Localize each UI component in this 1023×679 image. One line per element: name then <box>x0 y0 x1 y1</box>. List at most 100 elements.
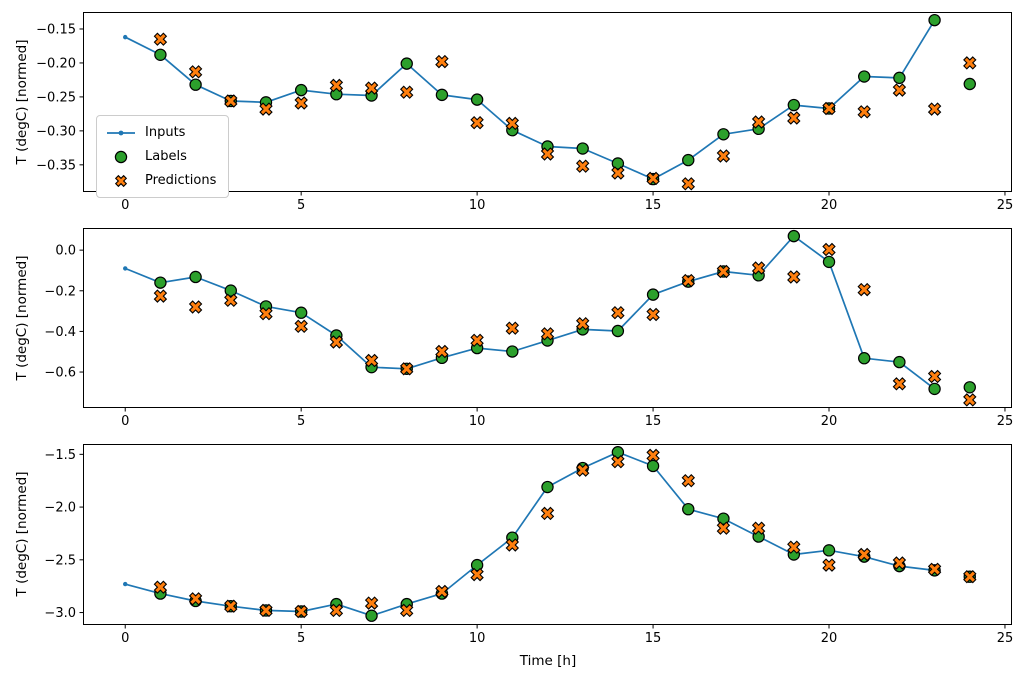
inputs-point <box>123 266 128 271</box>
prediction-point <box>399 85 414 99</box>
x-tick-label: 20 <box>821 414 838 429</box>
y-axis-label-subplot-3: T (degC) [normed] <box>14 471 30 597</box>
prediction-point <box>294 96 308 110</box>
prediction-point <box>505 116 520 131</box>
prediction-point <box>857 282 871 297</box>
prediction-point <box>224 293 238 308</box>
y-tick-label: −0.2 <box>44 284 76 299</box>
legend-item-inputs: Inputs <box>105 123 216 142</box>
prediction-point <box>646 448 660 463</box>
y-tick-label: −0.6 <box>44 366 76 381</box>
prediction-point <box>927 562 942 577</box>
label-point <box>541 480 554 494</box>
prediction-point <box>681 473 696 488</box>
prediction-point <box>681 273 696 288</box>
prediction-point <box>505 321 520 335</box>
x-tick-label: 15 <box>645 414 662 429</box>
prediction-point <box>364 81 379 95</box>
x-tick-label: 5 <box>297 198 305 213</box>
prediction-point <box>646 307 660 322</box>
label-point <box>787 98 801 112</box>
prediction-point <box>224 599 238 613</box>
inputs-line <box>124 235 936 390</box>
prediction-point <box>259 306 273 321</box>
prediction-point <box>927 102 942 116</box>
prediction-point <box>470 567 484 582</box>
prediction-point <box>259 102 273 116</box>
prediction-point <box>787 111 801 125</box>
x-tick-label: 20 <box>821 198 838 213</box>
prediction-point <box>470 333 484 348</box>
prediction-point <box>188 300 203 314</box>
label-point <box>646 288 660 301</box>
label-point <box>893 71 906 85</box>
prediction-point <box>540 147 555 161</box>
label-point <box>787 229 801 243</box>
prediction-point <box>927 369 942 384</box>
prediction-point <box>892 377 907 391</box>
x-tick-label: 0 <box>121 631 129 646</box>
label-point <box>717 512 730 525</box>
legend: Inputs Labels Predictions <box>96 115 230 198</box>
subplot-1: 0 5 10 15 20 25 −0.15 −0.20 −0.25 −0.30 −0.35 <box>36 12 1014 213</box>
prediction-point <box>787 270 801 284</box>
prediction-point <box>540 506 555 521</box>
prediction-point <box>611 454 625 469</box>
inputs-point <box>123 34 128 40</box>
prediction-point <box>435 54 449 69</box>
prediction-point <box>575 316 590 331</box>
prediction-point <box>188 65 203 79</box>
subplot-2: 0 5 10 15 20 25 0.0 −0.2 −0.4 −0.6 <box>44 228 1013 429</box>
prediction-point <box>611 305 625 320</box>
prediction-point <box>364 353 379 368</box>
prediction-point <box>435 584 449 599</box>
prediction-point <box>153 32 168 46</box>
legend-label-inputs: Inputs <box>145 125 186 140</box>
label-point <box>611 157 625 170</box>
prediction-point <box>716 264 731 279</box>
prediction-point <box>470 115 484 130</box>
x-tick-label: 25 <box>997 631 1014 646</box>
x-tick-label: 25 <box>997 198 1014 213</box>
label-point <box>189 78 202 91</box>
y-tick-label: −0.35 <box>36 158 76 173</box>
predictions-x-icon <box>105 173 137 189</box>
prediction-point <box>822 242 836 257</box>
prediction-point <box>435 344 449 359</box>
prediction-point <box>681 177 696 191</box>
prediction-point <box>963 569 977 584</box>
y-tick-label: −0.20 <box>36 56 76 71</box>
prediction-point <box>153 289 168 303</box>
label-point <box>893 355 906 369</box>
prediction-point <box>329 78 344 93</box>
prediction-point <box>364 596 379 610</box>
prediction-point <box>857 105 871 119</box>
label-point <box>682 502 695 516</box>
prediction-point <box>399 362 414 376</box>
y-axis-label-subplot-1: T (degC) [normed] <box>14 39 30 165</box>
y-tick-label: −0.25 <box>36 90 76 105</box>
x-tick-label: 0 <box>121 198 129 213</box>
label-point <box>470 93 484 106</box>
y-tick-label: −0.15 <box>36 22 76 37</box>
inputs-line-icon <box>105 125 137 141</box>
y-tick-label: −0.4 <box>44 325 76 340</box>
prediction-point <box>505 538 520 552</box>
label-point <box>858 352 871 365</box>
label-point <box>717 128 730 141</box>
prediction-point <box>294 604 308 619</box>
prediction-point <box>892 556 907 570</box>
label-point <box>365 609 378 622</box>
label-point <box>435 88 449 102</box>
label-point <box>154 276 167 289</box>
prediction-point <box>259 603 273 618</box>
label-point <box>928 382 941 396</box>
label-point <box>682 153 695 167</box>
labels-circle-icon <box>105 149 137 165</box>
label-point <box>963 77 976 91</box>
y-axis-label-subplot-2: T (degC) [normed] <box>14 255 30 381</box>
y-tick-label: 0.0 <box>55 244 76 259</box>
axes-frame <box>83 228 1012 408</box>
